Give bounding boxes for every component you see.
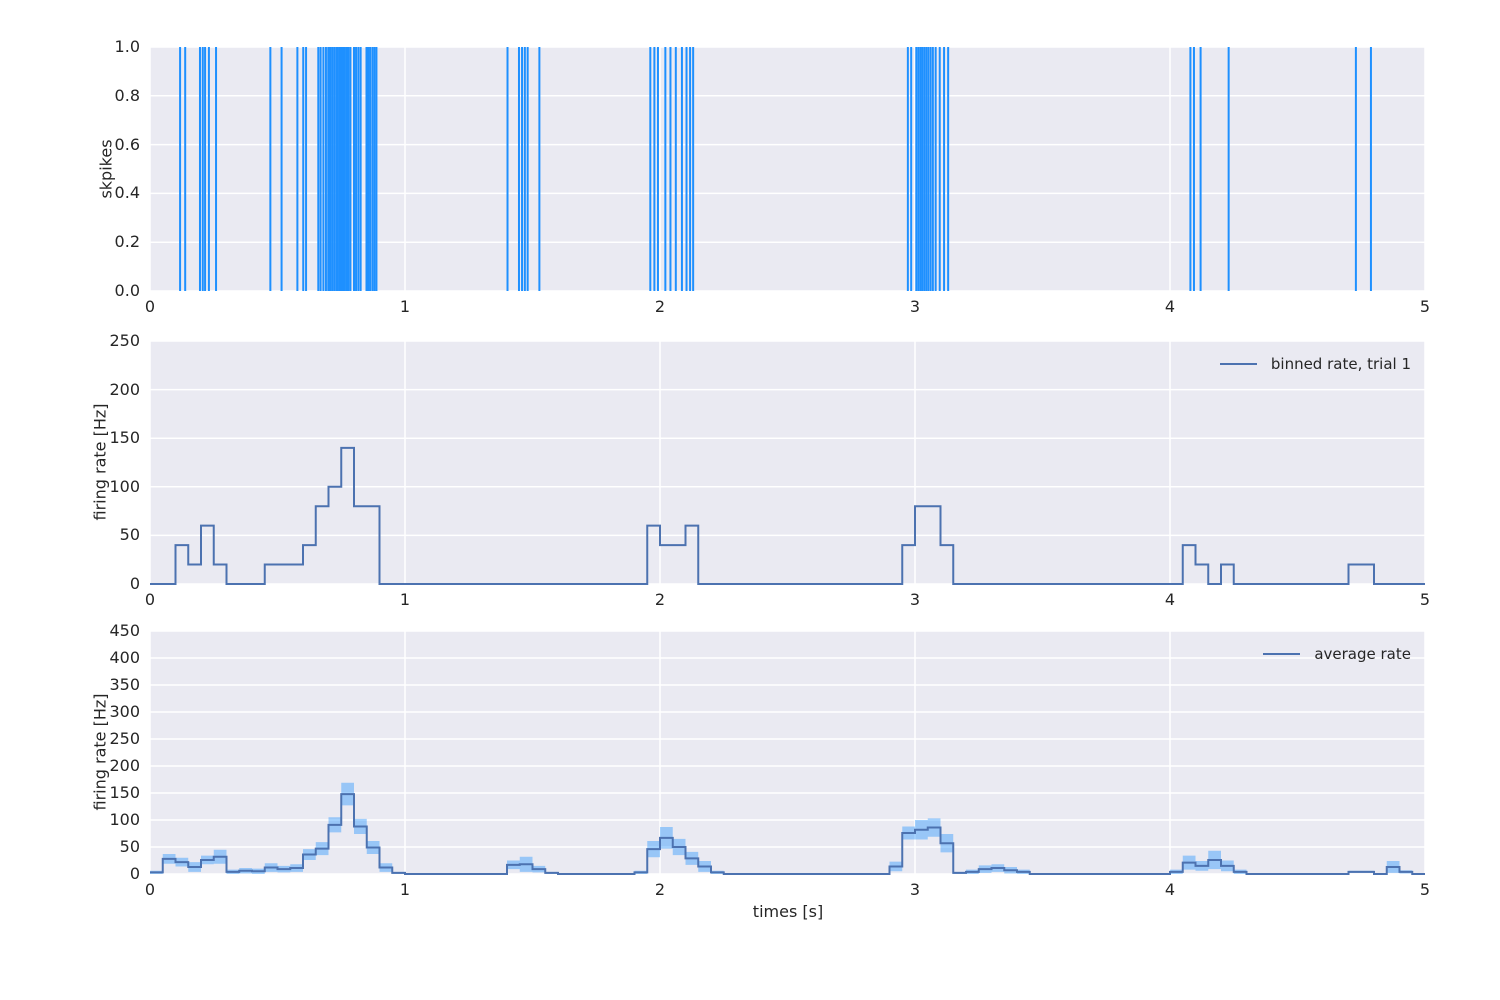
x-tick-label: 3 <box>909 590 921 609</box>
y-axis-label-firing-rate-middle: firing rate [Hz] <box>90 403 110 521</box>
x-tick-label: 2 <box>654 590 666 609</box>
x-tick-label: 1 <box>399 297 411 316</box>
x-tick-label: 0 <box>144 297 156 316</box>
y-tick-label: 250 <box>109 729 140 748</box>
plot-canvas <box>149 630 1426 875</box>
x-tick-label: 2 <box>654 297 666 316</box>
x-tick-label: 5 <box>1419 880 1431 899</box>
y-tick-label: 200 <box>109 756 140 775</box>
y-tick-label: 250 <box>109 331 140 350</box>
average-rate-step-line <box>150 793 1425 875</box>
y-tick-label: 400 <box>109 648 140 667</box>
y-tick-label: 0 <box>129 574 140 593</box>
y-tick-label: 450 <box>109 621 140 640</box>
plot-canvas <box>149 46 1426 292</box>
plot-canvas <box>149 340 1426 585</box>
x-tick-label: 0 <box>144 880 156 899</box>
x-axis-label-times: times [s] <box>752 902 824 921</box>
y-tick-label: 350 <box>109 675 140 694</box>
x-tick-label: 4 <box>1164 880 1176 899</box>
y-tick-label: 0.8 <box>114 85 140 105</box>
y-tick-label: 50 <box>119 525 140 545</box>
y-tick-label: 150 <box>109 428 140 448</box>
y-tick-label: 100 <box>109 476 140 496</box>
x-tick-label: 5 <box>1419 297 1431 316</box>
x-tick-label: 2 <box>654 880 666 899</box>
x-tick-label: 3 <box>909 297 921 316</box>
x-tick-label: 1 <box>399 880 411 899</box>
y-tick-label: 50 <box>119 837 140 856</box>
spike-raster-plot <box>149 46 1426 292</box>
y-tick-label: 0 <box>129 864 140 883</box>
x-tick-label: 4 <box>1164 590 1176 609</box>
y-tick-label: 200 <box>109 379 140 399</box>
y-tick-label: 0.0 <box>114 281 140 300</box>
x-tick-label: 1 <box>399 590 411 609</box>
x-tick-label: 3 <box>909 880 921 899</box>
y-tick-label: 300 <box>109 702 140 721</box>
average-rate-std-band <box>150 782 1425 874</box>
y-tick-label: 100 <box>109 810 140 829</box>
x-tick-label: 5 <box>1419 590 1431 609</box>
y-tick-label: 0.4 <box>114 183 140 203</box>
x-tick-label: 0 <box>144 590 156 609</box>
binned-rate-step-line <box>150 446 1425 585</box>
y-tick-label: 0.6 <box>114 134 140 154</box>
y-tick-label: 1.0 <box>114 37 140 56</box>
binned-rate-plot: binned rate, trial 1 <box>149 340 1426 585</box>
average-rate-plot: average rate <box>149 630 1426 875</box>
y-tick-label: 150 <box>109 783 140 802</box>
x-tick-label: 4 <box>1164 297 1176 316</box>
y-tick-label: 0.2 <box>114 232 140 252</box>
